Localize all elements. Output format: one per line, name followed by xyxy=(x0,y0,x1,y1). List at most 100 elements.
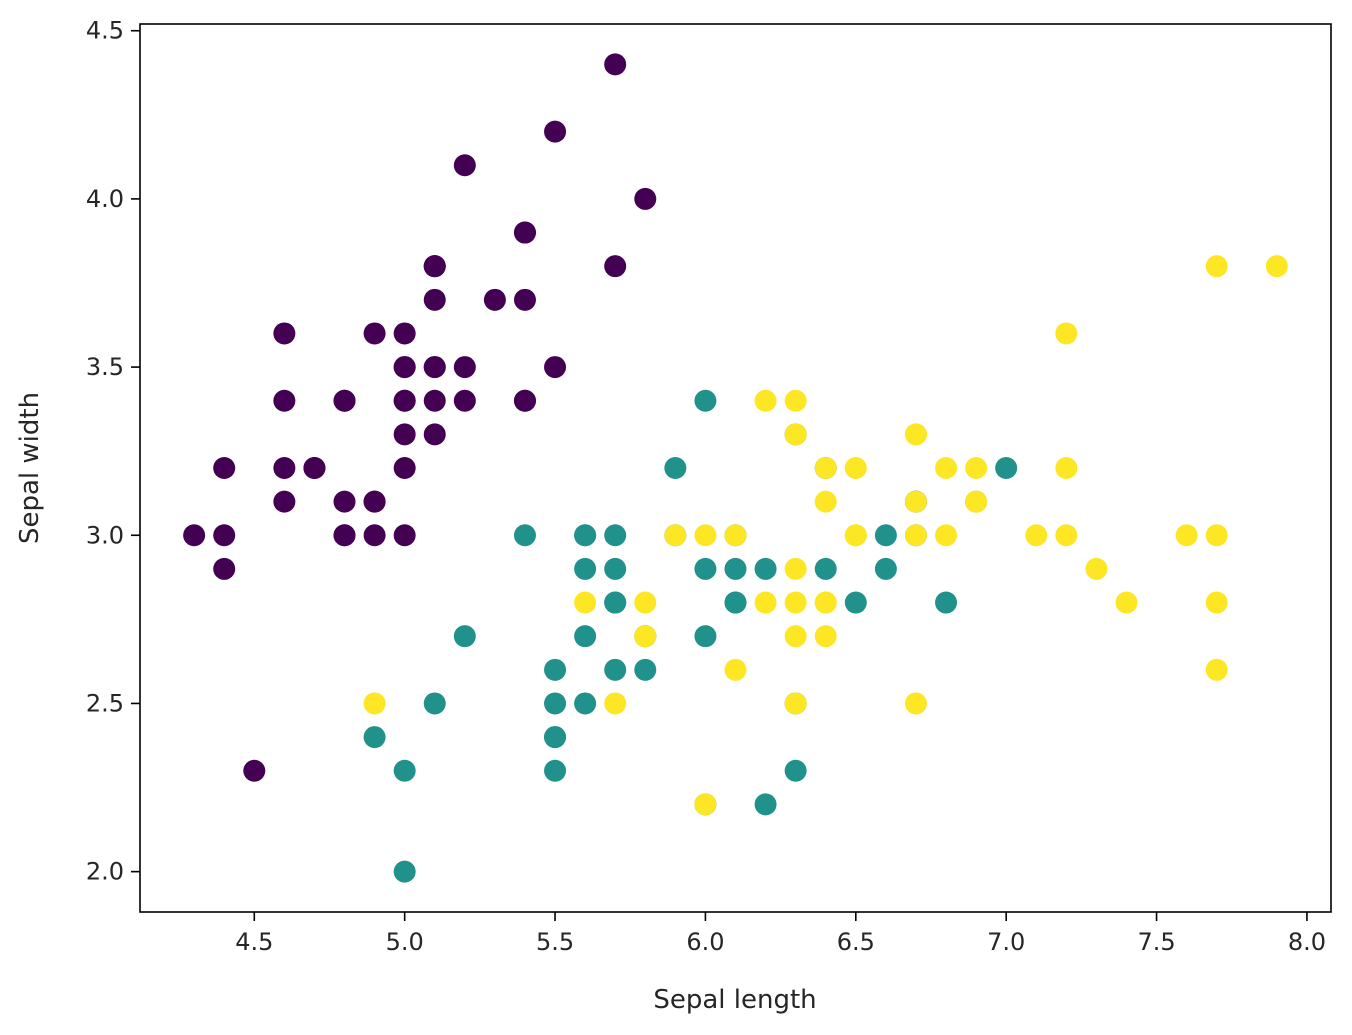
data-point xyxy=(423,423,446,446)
data-point xyxy=(1175,524,1198,547)
data-point xyxy=(544,658,567,681)
x-tick-label: 7.0 xyxy=(987,928,1025,956)
data-point xyxy=(213,457,236,479)
data-point xyxy=(273,490,296,513)
y-tick-label: 4.5 xyxy=(86,17,124,45)
data-point xyxy=(1055,524,1078,547)
data-point xyxy=(574,591,597,614)
data-point xyxy=(694,557,717,580)
data-point xyxy=(213,524,236,547)
data-point xyxy=(604,53,627,76)
data-point xyxy=(965,490,988,513)
data-point xyxy=(453,356,476,379)
data-point xyxy=(995,457,1018,479)
data-point xyxy=(544,726,567,749)
data-point xyxy=(754,793,777,816)
data-point xyxy=(483,288,506,311)
points-layer xyxy=(183,53,1288,883)
data-point xyxy=(453,389,476,412)
data-point xyxy=(513,288,536,311)
data-point xyxy=(904,490,927,513)
data-point xyxy=(844,457,867,479)
data-point xyxy=(754,591,777,614)
data-point xyxy=(904,524,927,547)
data-point xyxy=(393,524,416,547)
data-point xyxy=(814,490,837,513)
data-point xyxy=(423,255,446,278)
y-tick-label: 2.5 xyxy=(86,689,124,717)
x-tick-label: 8.0 xyxy=(1288,928,1326,956)
data-point xyxy=(513,221,536,244)
data-point xyxy=(393,759,416,782)
data-point xyxy=(814,557,837,580)
x-tick-label: 7.5 xyxy=(1137,928,1175,956)
data-point xyxy=(574,625,597,648)
x-tick-label: 4.5 xyxy=(235,928,273,956)
data-point xyxy=(664,524,687,547)
data-point xyxy=(784,389,807,412)
data-point xyxy=(724,557,747,580)
data-point xyxy=(363,726,386,749)
data-point xyxy=(363,490,386,513)
x-axis-ticks: 4.5 5.0 5.5 6.0 6.5 7.0 7.5 8.0 xyxy=(235,912,1326,956)
x-tick-label: 5.5 xyxy=(536,928,574,956)
data-point xyxy=(604,255,627,278)
x-tick-label: 6.0 xyxy=(686,928,724,956)
data-point xyxy=(784,557,807,580)
data-point xyxy=(513,524,536,547)
x-axis-label: Sepal length xyxy=(653,985,816,1015)
y-axis-label: Sepal width xyxy=(15,392,45,544)
data-point xyxy=(1205,658,1228,681)
data-point xyxy=(393,322,416,345)
data-point xyxy=(634,625,657,648)
data-point xyxy=(1205,255,1228,278)
data-point xyxy=(574,524,597,547)
data-point xyxy=(604,692,627,715)
data-point xyxy=(724,524,747,547)
data-point xyxy=(904,423,927,446)
plot-area-frame xyxy=(139,23,1332,913)
data-point xyxy=(393,423,416,446)
data-point xyxy=(574,557,597,580)
data-point xyxy=(1055,457,1078,479)
data-point xyxy=(604,591,627,614)
data-point xyxy=(393,389,416,412)
data-point xyxy=(935,591,958,614)
data-point xyxy=(453,154,476,177)
data-point xyxy=(273,389,296,412)
data-point xyxy=(333,490,356,513)
data-point xyxy=(544,692,567,715)
data-point xyxy=(664,457,687,479)
data-point xyxy=(544,120,567,143)
data-point xyxy=(423,389,446,412)
data-point xyxy=(423,356,446,379)
data-point xyxy=(634,591,657,614)
data-point xyxy=(423,692,446,715)
data-point xyxy=(1205,591,1228,614)
y-tick-label: 4.0 xyxy=(86,185,124,213)
data-point xyxy=(273,457,296,479)
data-point xyxy=(784,591,807,614)
data-point xyxy=(574,692,597,715)
data-point xyxy=(604,524,627,547)
data-point xyxy=(724,591,747,614)
data-point xyxy=(844,591,867,614)
data-point xyxy=(604,658,627,681)
data-point xyxy=(183,524,206,547)
data-point xyxy=(965,457,988,479)
data-point xyxy=(784,692,807,715)
data-point xyxy=(1085,557,1108,580)
data-point xyxy=(844,524,867,547)
data-point xyxy=(784,423,807,446)
data-point xyxy=(363,692,386,715)
data-point xyxy=(1265,255,1288,278)
data-point xyxy=(814,625,837,648)
data-point xyxy=(453,625,476,648)
data-point xyxy=(513,389,536,412)
data-point xyxy=(754,389,777,412)
data-point xyxy=(874,524,897,547)
data-point xyxy=(1055,322,1078,345)
data-point xyxy=(754,557,777,580)
x-tick-label: 5.0 xyxy=(386,928,424,956)
data-point xyxy=(604,557,627,580)
